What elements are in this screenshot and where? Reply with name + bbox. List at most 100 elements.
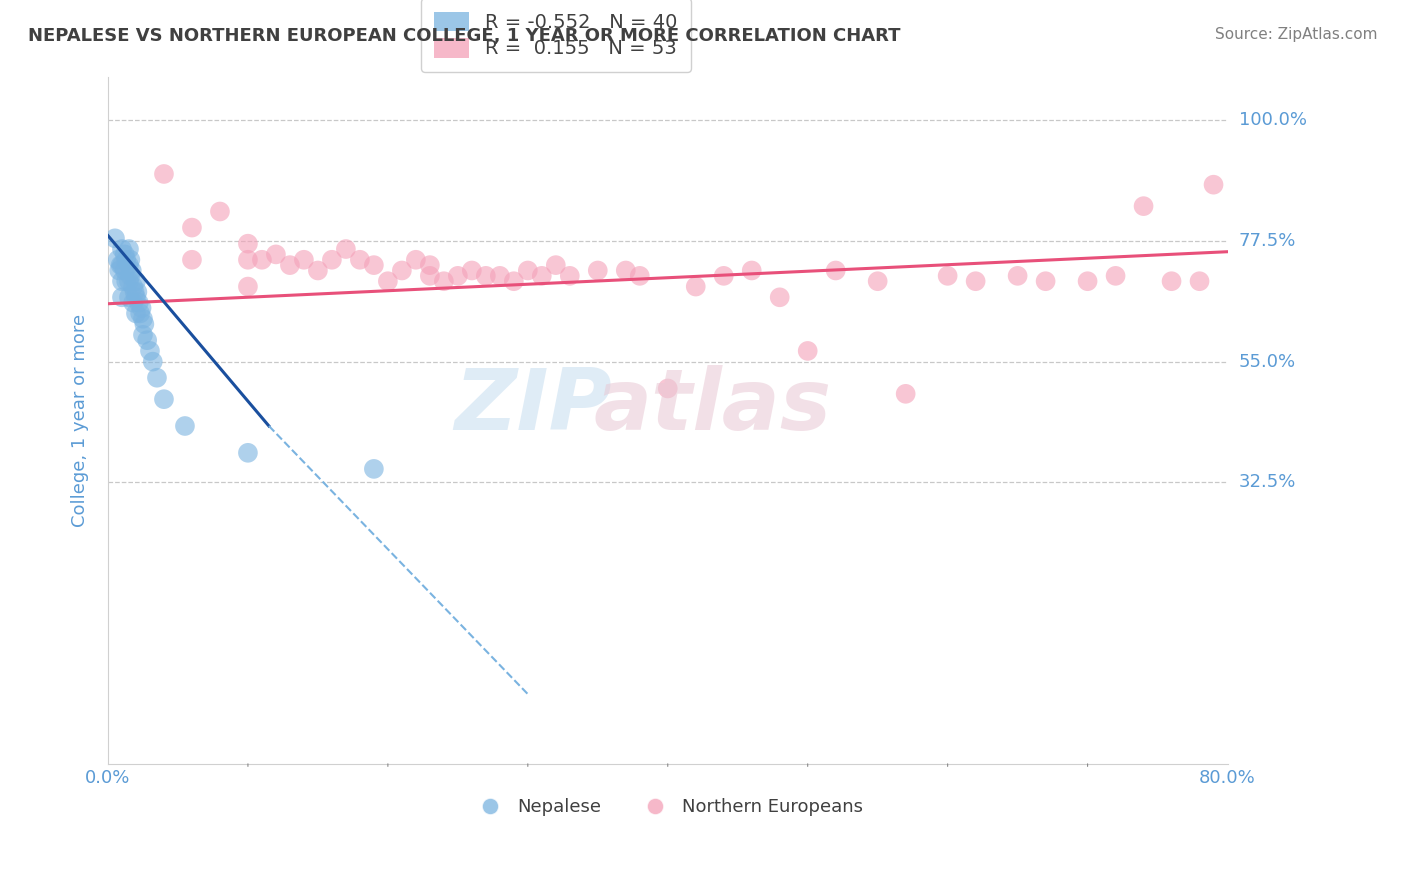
Point (657, 381, 679, 395)
Point (335, 242, 357, 256)
Point (139, 343, 162, 358)
Point (124, 285, 146, 299)
Text: atlas: atlas (593, 366, 831, 449)
Point (713, 268, 735, 283)
Point (114, 263, 136, 277)
Point (461, 263, 484, 277)
Point (236, 236, 259, 251)
Text: NEPALESE VS NORTHERN EUROPEAN COLLEGE, 1 YEAR OR MORE CORRELATION CHART: NEPALESE VS NORTHERN EUROPEAN COLLEGE, 1… (28, 27, 901, 45)
Text: 55.0%: 55.0% (1239, 352, 1296, 371)
Point (104, 231, 127, 245)
Point (115, 274, 138, 288)
Point (614, 263, 637, 277)
Point (236, 279, 259, 293)
Point (120, 268, 142, 283)
Point (136, 333, 159, 347)
Point (321, 252, 343, 267)
Point (741, 263, 763, 277)
Point (685, 279, 707, 293)
Point (1188, 274, 1211, 288)
Point (475, 268, 498, 283)
Point (502, 274, 524, 288)
Point (419, 268, 441, 283)
Text: 77.5%: 77.5% (1239, 232, 1296, 250)
Point (1035, 274, 1057, 288)
Point (181, 220, 204, 235)
Point (122, 279, 145, 293)
Point (586, 263, 609, 277)
Point (114, 247, 136, 261)
Text: Source: ZipAtlas.com: Source: ZipAtlas.com (1215, 27, 1378, 42)
Point (516, 263, 538, 277)
Point (1160, 274, 1182, 288)
Point (1202, 178, 1225, 192)
Point (110, 258, 132, 272)
Point (278, 258, 301, 272)
Point (769, 290, 792, 304)
Point (111, 290, 134, 304)
Point (122, 295, 145, 310)
Point (349, 252, 371, 267)
Point (181, 252, 204, 267)
Point (447, 268, 470, 283)
Point (488, 268, 510, 283)
Point (1104, 268, 1126, 283)
Legend: Nepalese, Northern Europeans: Nepalese, Northern Europeans (465, 791, 870, 823)
Point (894, 387, 917, 401)
Point (120, 252, 142, 267)
Point (132, 311, 155, 326)
Point (153, 392, 176, 407)
Text: 100.0%: 100.0% (1239, 112, 1306, 129)
Point (824, 263, 846, 277)
Point (107, 252, 129, 267)
Point (236, 446, 259, 460)
Point (1077, 274, 1099, 288)
Point (128, 295, 150, 310)
Point (628, 268, 651, 283)
Point (391, 263, 413, 277)
Point (118, 258, 141, 272)
Point (250, 252, 273, 267)
Point (118, 290, 141, 304)
Point (363, 462, 385, 476)
Text: 32.5%: 32.5% (1239, 474, 1296, 491)
Point (146, 370, 169, 384)
Point (419, 258, 441, 272)
Point (936, 268, 959, 283)
Point (292, 252, 315, 267)
Y-axis label: College, 1 year or more: College, 1 year or more (72, 314, 89, 527)
Point (127, 285, 149, 299)
Point (377, 274, 399, 288)
Point (111, 242, 134, 256)
Point (125, 306, 148, 320)
Point (118, 274, 141, 288)
Point (115, 252, 138, 267)
Point (129, 306, 152, 320)
Point (1132, 199, 1154, 213)
Point (118, 242, 141, 256)
Point (544, 258, 567, 272)
Point (405, 252, 427, 267)
Point (433, 274, 456, 288)
Point (131, 301, 153, 315)
Point (530, 268, 553, 283)
Text: ZIP: ZIP (454, 366, 612, 449)
Point (121, 263, 143, 277)
Point (208, 204, 231, 219)
Point (132, 327, 155, 342)
Point (307, 263, 329, 277)
Point (264, 247, 287, 261)
Point (125, 290, 148, 304)
Point (965, 274, 987, 288)
Point (796, 343, 818, 358)
Point (134, 317, 156, 331)
Point (111, 258, 134, 272)
Point (236, 252, 259, 267)
Point (558, 268, 581, 283)
Point (363, 258, 385, 272)
Point (174, 419, 197, 434)
Point (153, 167, 176, 181)
Point (866, 274, 889, 288)
Point (125, 274, 148, 288)
Point (108, 263, 131, 277)
